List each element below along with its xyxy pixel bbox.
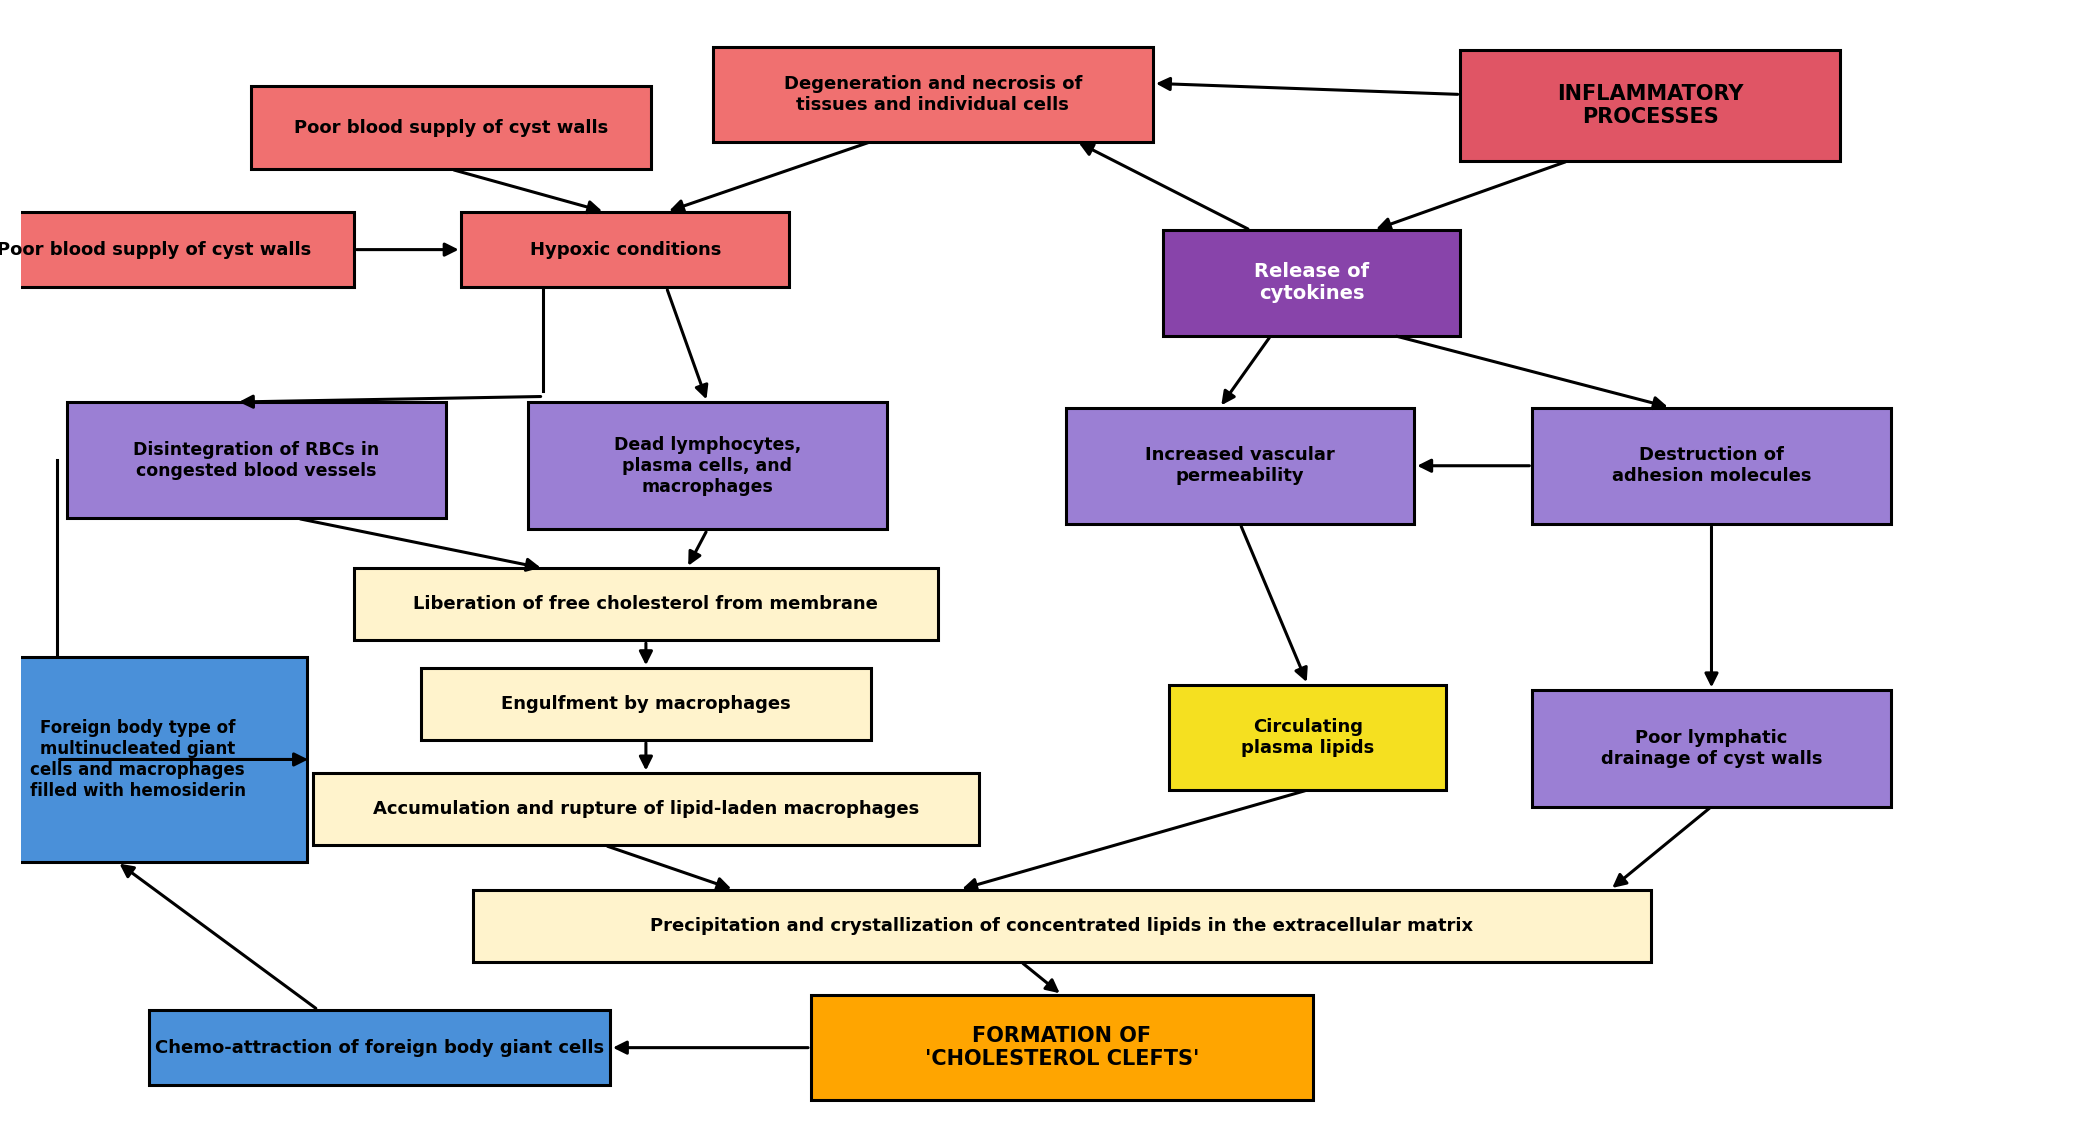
FancyBboxPatch shape xyxy=(713,48,1152,141)
FancyBboxPatch shape xyxy=(1533,690,1890,806)
Text: INFLAMMATORY
PROCESSES: INFLAMMATORY PROCESSES xyxy=(1558,84,1744,127)
FancyBboxPatch shape xyxy=(0,657,307,862)
FancyBboxPatch shape xyxy=(353,568,939,640)
FancyBboxPatch shape xyxy=(1066,407,1414,524)
Text: Chemo-attraction of foreign body giant cells: Chemo-attraction of foreign body giant c… xyxy=(155,1038,604,1056)
FancyBboxPatch shape xyxy=(420,668,872,740)
Text: Poor blood supply of cyst walls: Poor blood supply of cyst walls xyxy=(0,241,312,259)
Text: Destruction of
adhesion molecules: Destruction of adhesion molecules xyxy=(1612,447,1811,485)
Text: Circulating
plasma lipids: Circulating plasma lipids xyxy=(1242,718,1374,757)
Text: Poor blood supply of cyst walls: Poor blood supply of cyst walls xyxy=(295,119,608,137)
Text: Precipitation and crystallization of concentrated lipids in the extracellular ma: Precipitation and crystallization of con… xyxy=(650,917,1474,934)
Text: FORMATION OF
'CHOLESTEROL CLEFTS': FORMATION OF 'CHOLESTEROL CLEFTS' xyxy=(924,1026,1198,1069)
Text: Hypoxic conditions: Hypoxic conditions xyxy=(529,241,721,259)
Text: Foreign body type of
multinucleated giant
cells and macrophages
filled with hemo: Foreign body type of multinucleated gian… xyxy=(29,719,247,800)
FancyBboxPatch shape xyxy=(148,1010,611,1086)
Text: Increased vascular
permeability: Increased vascular permeability xyxy=(1146,447,1334,485)
FancyBboxPatch shape xyxy=(314,774,979,845)
FancyBboxPatch shape xyxy=(0,211,353,287)
FancyBboxPatch shape xyxy=(67,402,445,518)
Text: Disintegration of RBCs in
congested blood vessels: Disintegration of RBCs in congested bloo… xyxy=(134,441,381,480)
FancyBboxPatch shape xyxy=(473,890,1652,961)
FancyBboxPatch shape xyxy=(529,402,887,529)
Text: Engulfment by macrophages: Engulfment by macrophages xyxy=(502,696,790,713)
FancyBboxPatch shape xyxy=(811,995,1313,1100)
Text: Degeneration and necrosis of
tissues and individual cells: Degeneration and necrosis of tissues and… xyxy=(784,75,1081,114)
Text: Liberation of free cholesterol from membrane: Liberation of free cholesterol from memb… xyxy=(414,595,878,613)
Text: Accumulation and rupture of lipid-laden macrophages: Accumulation and rupture of lipid-laden … xyxy=(372,801,920,819)
FancyBboxPatch shape xyxy=(462,211,790,287)
FancyBboxPatch shape xyxy=(1163,231,1460,336)
Text: Dead lymphocytes,
plasma cells, and
macrophages: Dead lymphocytes, plasma cells, and macr… xyxy=(615,435,801,495)
FancyBboxPatch shape xyxy=(1169,684,1447,789)
Text: Release of
cytokines: Release of cytokines xyxy=(1255,262,1370,303)
Text: Poor lymphatic
drainage of cyst walls: Poor lymphatic drainage of cyst walls xyxy=(1602,729,1821,768)
FancyBboxPatch shape xyxy=(1533,407,1890,524)
FancyBboxPatch shape xyxy=(1460,50,1840,161)
FancyBboxPatch shape xyxy=(251,86,650,170)
